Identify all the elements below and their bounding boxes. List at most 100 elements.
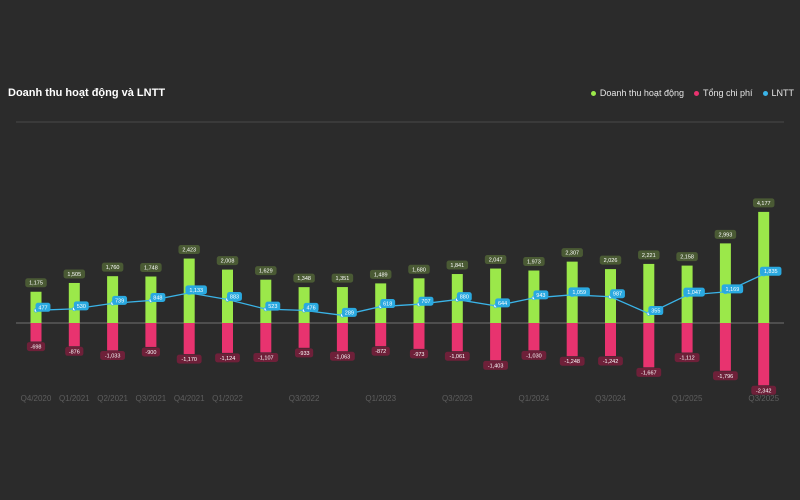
- expense-bar: [490, 323, 502, 361]
- svg-text:618: 618: [383, 302, 392, 308]
- expense-bar: [413, 323, 425, 349]
- svg-text:2,221: 2,221: [642, 253, 656, 259]
- svg-text:-973: -973: [413, 352, 424, 358]
- expense-data-label: -1,107: [253, 352, 279, 362]
- expense-data-label: -698: [26, 342, 46, 352]
- profit-data-label: 707: [418, 296, 434, 306]
- svg-text:883: 883: [230, 295, 239, 301]
- legend-item-expense[interactable]: Tổng chi phí: [693, 88, 753, 98]
- revenue-data-label: 2,221: [638, 250, 660, 260]
- x-tick-label: Q1/2021: [59, 394, 90, 403]
- svg-text:-1,107: -1,107: [258, 355, 274, 361]
- x-tick-label: Q3/2022: [289, 394, 320, 403]
- svg-text:1,629: 1,629: [259, 269, 273, 275]
- profit-data-label: 880: [456, 292, 472, 302]
- svg-text:355: 355: [651, 309, 660, 315]
- revenue-bar: [260, 279, 272, 323]
- svg-text:530: 530: [77, 304, 86, 310]
- expense-bar: [222, 323, 233, 353]
- expense-bar: [605, 323, 616, 357]
- profit-data-label: 1,047: [683, 287, 705, 297]
- x-tick-label: Q1/2024: [519, 394, 550, 403]
- legend-item-revenue[interactable]: Doanh thu hoạt động: [590, 88, 684, 98]
- svg-text:1,973: 1,973: [527, 260, 541, 266]
- x-tick-label: Q1/2025: [672, 394, 703, 403]
- svg-text:-1,112: -1,112: [680, 356, 695, 362]
- x-tick-label: Q3/2023: [442, 394, 473, 403]
- revenue-data-label: 1,351: [331, 273, 354, 283]
- svg-text:2,307: 2,307: [565, 251, 579, 257]
- svg-text:1,175: 1,175: [29, 281, 43, 287]
- svg-text:-1,030: -1,030: [526, 353, 542, 359]
- x-tick-label: Q3/2024: [595, 394, 626, 403]
- svg-text:987: 987: [613, 292, 622, 298]
- expense-data-label: -1,061: [444, 351, 470, 361]
- expense-data-label: -2,342: [751, 385, 777, 395]
- revenue-bar: [719, 243, 731, 323]
- expense-data-label: -1,242: [598, 356, 623, 366]
- svg-text:-876: -876: [69, 349, 80, 355]
- svg-text:-1,124: -1,124: [220, 356, 236, 362]
- expense-bar: [528, 323, 540, 351]
- profit-data-label: 476: [303, 302, 319, 312]
- expense-bar: [758, 323, 770, 386]
- revenue-data-label: 1,505: [63, 269, 86, 279]
- revenue-data-label: 1,680: [408, 264, 430, 274]
- revenue-bar: [643, 263, 655, 323]
- legend-item-profit[interactable]: LNTT: [762, 88, 794, 98]
- svg-text:4,177: 4,177: [757, 201, 771, 207]
- svg-text:476: 476: [307, 305, 316, 311]
- profit-data-label: 644: [495, 298, 511, 308]
- expense-data-label: -1,796: [713, 371, 738, 381]
- svg-text:1,351: 1,351: [336, 276, 350, 282]
- x-tick-label: Q1/2023: [365, 394, 396, 403]
- svg-text:-900: -900: [145, 350, 156, 356]
- expense-data-label: -1,033: [100, 350, 125, 360]
- x-tick-label: Q1/2022: [212, 394, 243, 403]
- svg-text:848: 848: [153, 295, 162, 301]
- svg-text:880: 880: [460, 295, 469, 301]
- expense-data-label: -1,112: [674, 353, 700, 363]
- svg-text:-2,342: -2,342: [756, 388, 772, 394]
- svg-text:523: 523: [268, 304, 277, 310]
- svg-text:-1,063: -1,063: [335, 354, 351, 360]
- x-tick-label: Q2/2021: [97, 394, 128, 403]
- expense-bar: [643, 323, 655, 368]
- profit-data-label: 943: [533, 290, 549, 300]
- legend-dot-profit: [762, 90, 768, 96]
- svg-text:739: 739: [115, 298, 124, 304]
- svg-text:707: 707: [421, 299, 430, 305]
- svg-text:-933: -933: [299, 351, 310, 357]
- revenue-data-label: 2,008: [216, 256, 239, 266]
- expense-data-label: -1,170: [176, 354, 202, 364]
- chart-title: Doanh thu hoạt động và LNTT: [8, 87, 166, 99]
- expense-bar: [719, 323, 731, 371]
- svg-text:1,680: 1,680: [412, 267, 426, 273]
- expense-bar: [451, 323, 463, 352]
- svg-text:-872: -872: [375, 349, 386, 355]
- svg-text:-1,061: -1,061: [449, 354, 465, 360]
- profit-data-label: 530: [73, 301, 89, 311]
- revenue-data-label: 1,348: [293, 273, 315, 283]
- svg-text:1,835: 1,835: [764, 269, 778, 275]
- revenue-data-label: 4,177: [752, 198, 775, 208]
- expense-bar: [68, 323, 80, 347]
- expense-data-label: -1,403: [483, 360, 508, 370]
- revenue-data-label: 2,307: [561, 248, 583, 258]
- profit-data-label: 987: [610, 289, 625, 299]
- svg-text:-1,242: -1,242: [603, 359, 619, 365]
- revenue-data-label: 2,423: [178, 245, 200, 255]
- svg-text:2,008: 2,008: [221, 259, 235, 265]
- revenue-bar: [336, 287, 348, 323]
- expense-bar: [107, 323, 119, 351]
- expense-bar: [183, 323, 195, 355]
- expense-bar: [145, 323, 157, 347]
- svg-text:-1,796: -1,796: [718, 374, 734, 380]
- revenue-data-label: 2,158: [676, 252, 698, 262]
- revenue-data-label: 2,993: [714, 229, 737, 239]
- revenue-data-label: 2,047: [484, 255, 507, 265]
- expense-bar: [375, 323, 387, 347]
- profit-data-label: 1,169: [721, 284, 744, 294]
- x-tick-label: Q3/2021: [136, 394, 167, 403]
